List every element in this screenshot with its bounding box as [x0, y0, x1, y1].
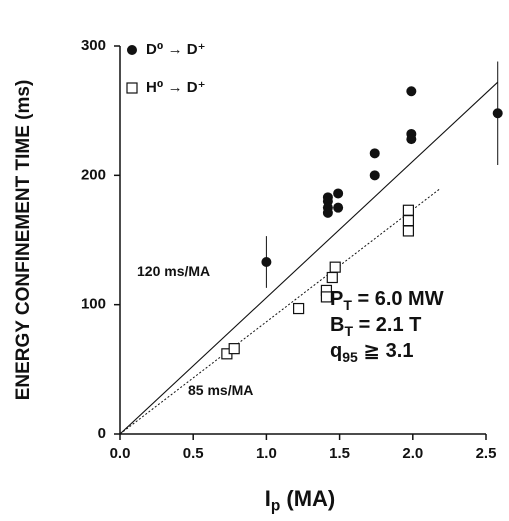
- point: [406, 86, 417, 97]
- point: [326, 271, 338, 284]
- annotation: BT = 2.1 T: [330, 314, 421, 338]
- point: [402, 225, 415, 237]
- legend-label: H⁰ → D⁺: [146, 79, 206, 96]
- annotation: PT = 6.0 MW: [330, 288, 444, 312]
- x-tick-label: 0.5: [183, 445, 204, 462]
- point: [402, 204, 415, 216]
- x-axis-title-text: (MA): [280, 486, 335, 511]
- point: [322, 207, 333, 218]
- point: [261, 256, 272, 267]
- annotation-sub: T: [343, 297, 352, 313]
- annotation-sub: T: [344, 323, 353, 339]
- annotation: 85 ms/MA: [188, 382, 253, 398]
- point: [333, 202, 344, 213]
- point: [402, 215, 415, 227]
- point: [320, 291, 333, 303]
- annotation-text: = 6.0 MW: [352, 288, 444, 310]
- point: [369, 148, 380, 159]
- x-tick-label: 1.5: [329, 445, 350, 462]
- x-axis-title-sub: p: [271, 498, 280, 515]
- point: [333, 188, 344, 199]
- y-tick-label: 100: [81, 296, 106, 313]
- annotation-sub: 95: [342, 349, 358, 365]
- x-axis-title: Ip (MA): [265, 486, 336, 515]
- annotation-base: B: [330, 314, 344, 336]
- point: [228, 343, 240, 355]
- y-tick-label: 300: [81, 37, 106, 54]
- point: [329, 261, 341, 273]
- annotation-text: ≧ 3.1: [358, 340, 414, 362]
- x-tick-label: 0.0: [110, 445, 131, 462]
- y-tick-label: 200: [81, 166, 106, 183]
- annotation: q95 ≧ 3.1: [330, 340, 413, 364]
- point: [293, 302, 305, 315]
- fit-line: [119, 187, 441, 435]
- annotation-text: 120 ms/MA: [137, 263, 210, 279]
- x-axis-title-base: I: [265, 486, 271, 511]
- legend-marker: [127, 45, 137, 55]
- point: [492, 108, 503, 119]
- annotation-text: 85 ms/MA: [188, 382, 253, 398]
- y-axis-title: ENERGY CONFINEMENT TIME (ms): [13, 80, 34, 401]
- annotation: 120 ms/MA: [137, 263, 210, 279]
- point: [369, 170, 380, 181]
- point: [406, 134, 417, 145]
- x-tick-label: 1.0: [256, 445, 277, 462]
- legend-marker: [126, 82, 138, 94]
- fit-line: [119, 81, 499, 435]
- annotation-base: P: [330, 288, 343, 310]
- annotation-text: = 2.1 T: [353, 314, 421, 336]
- annotation-base: q: [330, 340, 342, 362]
- legend-label: D⁰ → D⁺: [146, 41, 206, 58]
- x-tick-label: 2.0: [402, 445, 423, 462]
- x-tick-label: 2.5: [476, 445, 497, 462]
- y-tick-label: 0: [98, 425, 106, 442]
